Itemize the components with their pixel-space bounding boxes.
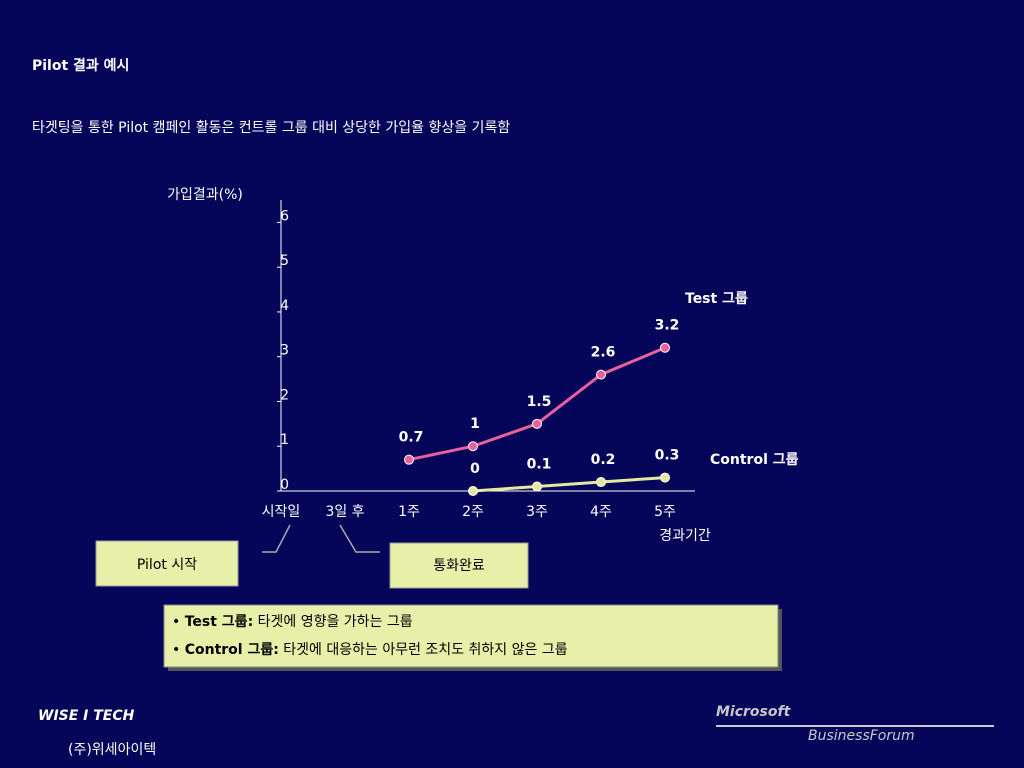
x-tick-label: 시작일 bbox=[262, 504, 301, 520]
point bbox=[660, 342, 670, 353]
y-axis-label: 가입결과(%) bbox=[167, 187, 243, 203]
subtitle: 타겟팅을 통한 Pilot 캠페인 활동은 컨트롤 그룹 대비 상당한 가입율 … bbox=[32, 120, 510, 136]
y-tick-label: 3 bbox=[280, 343, 289, 359]
point bbox=[468, 441, 478, 452]
point bbox=[404, 454, 414, 465]
y-tick-label: 6 bbox=[280, 208, 289, 224]
point bbox=[532, 481, 542, 492]
y-tick-label: 5 bbox=[280, 253, 289, 269]
x-tick-label: 1주 bbox=[398, 504, 420, 520]
data-label: 1 bbox=[470, 416, 480, 432]
point bbox=[532, 418, 542, 429]
y-tick-label: 4 bbox=[280, 298, 289, 314]
logo-right: Microsoft bbox=[716, 704, 792, 720]
data-label: 0.3 bbox=[655, 448, 680, 464]
note-term: Control 그룹: bbox=[185, 642, 279, 658]
data-label: 0.1 bbox=[527, 457, 552, 473]
data-label: 0.7 bbox=[399, 430, 424, 446]
x-tick-label: 4주 bbox=[590, 504, 612, 520]
title: Pilot 결과 예시 bbox=[32, 57, 129, 74]
series-name: Test 그룹 bbox=[685, 291, 748, 307]
x-tick-label: 5주 bbox=[654, 504, 676, 520]
y-tick-label: 2 bbox=[280, 387, 289, 403]
logo-right-sub: BusinessForum bbox=[808, 728, 915, 744]
logo-left-sub: (주)위세아이텍 bbox=[68, 742, 156, 758]
x-tick-label: 2주 bbox=[462, 504, 484, 520]
callout-line bbox=[262, 524, 291, 553]
data-label: 0.2 bbox=[591, 452, 616, 468]
note: • Control 그룹: 타겟에 대응하는 아무런 조치도 취하지 않은 그룹 bbox=[172, 642, 568, 658]
note-text: 타겟에 대응하는 아무런 조치도 취하지 않은 그룹 bbox=[283, 642, 567, 658]
note-text: 타겟에 영향을 가하는 그룹 bbox=[258, 614, 413, 630]
callout-box bbox=[95, 540, 239, 587]
series-line bbox=[472, 476, 666, 493]
x-tick-label: 3주 bbox=[526, 504, 548, 520]
callout-line bbox=[339, 524, 380, 553]
y-tick-label: 0 bbox=[280, 477, 289, 493]
point bbox=[596, 477, 606, 488]
point bbox=[468, 486, 478, 496]
data-label: 0 bbox=[470, 461, 480, 477]
callout-text: Pilot 시작 bbox=[137, 557, 197, 573]
x-tick-label: 3일 후 bbox=[325, 504, 364, 520]
x-axis-label: 경과기간 bbox=[659, 528, 711, 544]
note: • Test 그룹: 타겟에 영향을 가하는 그룹 bbox=[172, 614, 413, 630]
logo-left: WISE I TECH bbox=[38, 708, 135, 724]
notes-box bbox=[163, 604, 779, 668]
point bbox=[596, 369, 606, 380]
callout-box bbox=[389, 542, 529, 589]
y-tick-label: 1 bbox=[280, 432, 289, 448]
data-label: 2.6 bbox=[591, 345, 616, 361]
callout-text: 통화완료 bbox=[433, 558, 485, 574]
point bbox=[660, 472, 670, 483]
note-term: Test 그룹: bbox=[185, 614, 253, 630]
data-label: 3.2 bbox=[655, 318, 680, 334]
data-label: 1.5 bbox=[527, 394, 552, 410]
series-name: Control 그룹 bbox=[710, 452, 799, 468]
